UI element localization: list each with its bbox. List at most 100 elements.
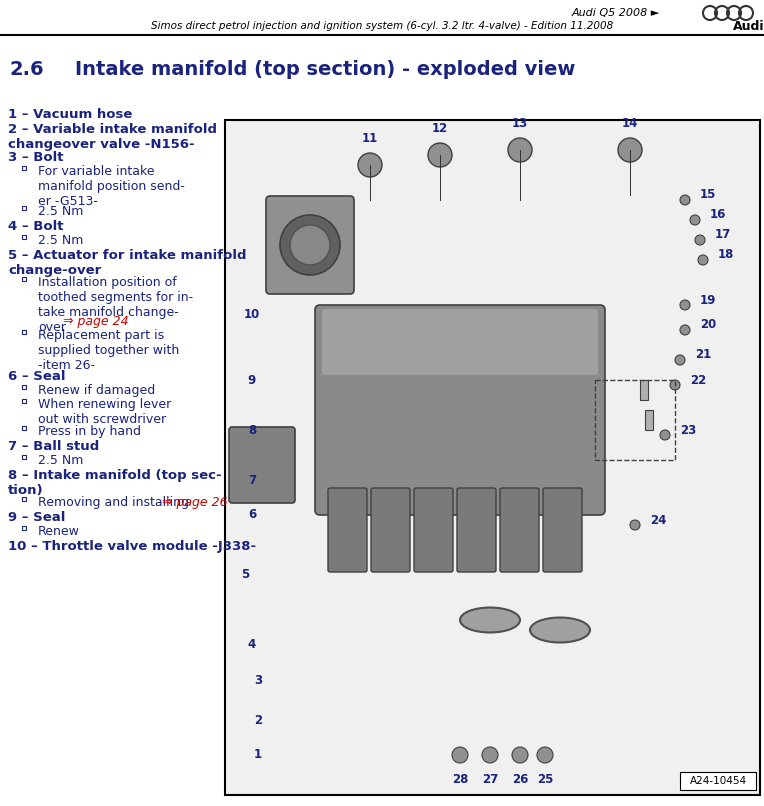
Text: 3: 3 [254,674,262,687]
Text: 4: 4 [248,638,256,651]
Text: Renew: Renew [38,525,80,538]
Circle shape [290,225,330,265]
Text: When renewing lever
out with screwdriver: When renewing lever out with screwdriver [38,398,171,426]
Circle shape [690,215,700,225]
Text: Audi Q5 2008 ►: Audi Q5 2008 ► [571,8,660,18]
Text: 17: 17 [715,228,731,242]
Bar [22,526,26,530]
Circle shape [660,430,670,440]
Text: 26: 26 [512,773,528,786]
Text: 2.6: 2.6 [10,60,44,79]
Text: 15: 15 [700,189,717,202]
FancyBboxPatch shape [229,427,295,503]
Circle shape [675,355,685,365]
Text: 27: 27 [482,773,498,786]
Text: 6: 6 [248,509,256,521]
Text: 11: 11 [362,132,378,145]
Bar [640,380,648,400]
Bar [22,235,26,239]
Bar [225,120,760,795]
Text: 8 – Intake manifold (top sec-
tion): 8 – Intake manifold (top sec- tion) [8,469,222,497]
FancyBboxPatch shape [266,196,354,294]
Circle shape [680,300,690,310]
FancyBboxPatch shape [500,488,539,572]
Bar [22,455,26,459]
Circle shape [508,138,532,162]
Text: For variable intake
manifold position send-
er -G513-: For variable intake manifold position se… [38,165,185,208]
Text: 22: 22 [690,373,706,387]
Text: 9: 9 [248,373,256,387]
Bar [645,410,653,430]
Text: Renew if damaged: Renew if damaged [38,384,155,397]
Circle shape [428,143,452,167]
Text: 20: 20 [700,318,716,331]
Circle shape [670,380,680,390]
Text: 13: 13 [512,117,528,130]
FancyBboxPatch shape [543,488,582,572]
Text: 28: 28 [452,773,468,786]
FancyBboxPatch shape [457,488,496,572]
Text: 19: 19 [700,293,717,306]
Ellipse shape [460,608,520,633]
Text: 16: 16 [710,209,727,222]
Text: Press in by hand: Press in by hand [38,425,141,438]
Circle shape [695,235,705,245]
Text: 23: 23 [680,423,696,437]
Text: 24: 24 [650,513,666,526]
Text: 5: 5 [241,568,249,581]
Circle shape [482,747,498,763]
Text: 7: 7 [248,473,256,487]
Circle shape [618,138,642,162]
Text: A24-10454: A24-10454 [689,776,746,786]
Text: 10: 10 [244,309,260,322]
FancyBboxPatch shape [322,309,598,375]
FancyBboxPatch shape [414,488,453,572]
Text: Removing and installing: Removing and installing [38,496,189,509]
Text: Replacement part is
supplied together with
-item 26-: Replacement part is supplied together wi… [38,329,180,372]
FancyBboxPatch shape [328,488,367,572]
Circle shape [698,255,708,265]
Bar [595,380,675,460]
Text: 1: 1 [254,749,262,762]
Text: 10 – Throttle valve module -J338-: 10 – Throttle valve module -J338- [8,540,256,553]
Bar [22,399,26,403]
Bar [22,277,26,281]
Text: 2.5 Nm: 2.5 Nm [38,454,83,467]
Text: 2.5 Nm: 2.5 Nm [38,234,83,247]
Circle shape [280,215,340,275]
Circle shape [680,195,690,205]
Text: 3 – Bolt: 3 – Bolt [8,151,63,164]
Circle shape [452,747,468,763]
Text: 2: 2 [254,713,262,726]
Circle shape [537,747,553,763]
Ellipse shape [530,617,590,642]
Bar [22,206,26,210]
Text: 12: 12 [432,122,448,135]
Text: Intake manifold (top section) - exploded view: Intake manifold (top section) - exploded… [75,60,575,79]
Circle shape [680,325,690,335]
Bar [22,385,26,389]
Circle shape [630,520,640,530]
Bar [22,497,26,501]
Text: 9 – Seal: 9 – Seal [8,511,66,524]
Bar [22,330,26,334]
Text: 7 – Ball stud: 7 – Ball stud [8,440,99,453]
Text: 8: 8 [248,423,256,437]
FancyBboxPatch shape [315,305,605,515]
Bar [680,772,756,790]
Text: 2.5 Nm: 2.5 Nm [38,205,83,218]
Bar [22,166,26,170]
Circle shape [358,153,382,177]
Bar [22,426,26,430]
Text: Simos direct petrol injection and ignition system (6-cyl. 3.2 ltr. 4-valve) - Ed: Simos direct petrol injection and igniti… [151,21,613,31]
Text: 5 – Actuator for intake manifold
change-over: 5 – Actuator for intake manifold change-… [8,249,247,277]
Text: 18: 18 [718,248,734,261]
Text: 25: 25 [537,773,553,786]
Text: 4 – Bolt: 4 – Bolt [8,220,63,233]
Text: ⇒ page 26: ⇒ page 26 [157,496,227,509]
FancyBboxPatch shape [371,488,410,572]
Text: 1 – Vacuum hose: 1 – Vacuum hose [8,108,132,121]
Text: 21: 21 [695,348,711,362]
Text: ⇒ page 24: ⇒ page 24 [59,315,128,328]
Text: Installation position of
toothed segments for in-
take manifold change-
over: Installation position of toothed segment… [38,276,193,334]
